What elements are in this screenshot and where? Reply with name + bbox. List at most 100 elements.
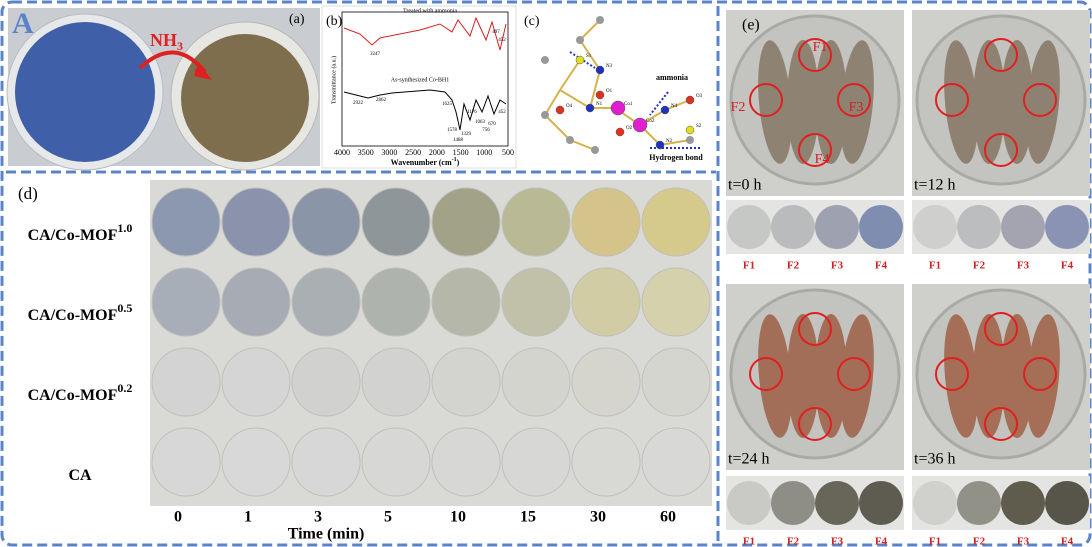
time-label: t=12 h: [914, 177, 955, 194]
shrimp: [1026, 314, 1060, 438]
tick-label: 4000: [334, 148, 350, 157]
film: [291, 427, 361, 497]
peak-label: 452: [498, 38, 506, 43]
tick-label: 2500: [405, 148, 421, 157]
swatch: [1001, 205, 1045, 249]
film: [151, 427, 221, 497]
atom-label: O2: [626, 126, 633, 131]
spot-marker: [984, 38, 1018, 72]
row-name: CA/Co-MOF: [28, 387, 118, 404]
atom: [615, 127, 625, 137]
spot-label: F3: [831, 260, 844, 272]
atom-label: N3: [606, 64, 613, 69]
film: [151, 347, 221, 417]
shrimp: [758, 40, 792, 164]
shrimp: [787, 314, 819, 438]
spot-label: F1: [813, 40, 828, 55]
film: [361, 427, 431, 497]
swatch: [815, 481, 859, 525]
label: Transmittance (a.u.): [330, 56, 337, 104]
film: [501, 347, 571, 417]
label: As-synthesized Co-BH1: [391, 77, 450, 83]
swatch: [913, 205, 957, 249]
shrimp: [944, 314, 978, 438]
shrimp: [815, 40, 847, 164]
row-sup: 0.2: [117, 381, 132, 395]
bond: [569, 139, 596, 151]
spectrum-bottom: [343, 89, 507, 131]
h-bond: [649, 91, 669, 116]
atom: [555, 105, 565, 115]
time-label: 15: [520, 509, 536, 526]
reagent-sub: 3: [177, 39, 183, 53]
h-bond: [569, 51, 596, 69]
spot-marker: [749, 83, 783, 117]
row-name: CA: [68, 467, 92, 484]
time-label: t=24 h: [728, 451, 769, 468]
tick-label: 500: [502, 148, 514, 157]
atom: [595, 90, 605, 100]
atom-label: N4: [671, 104, 678, 109]
label: Treated with ammonia: [403, 8, 457, 14]
peak-label: 1578: [447, 128, 458, 133]
label: A: [12, 7, 34, 40]
swatch: [727, 205, 771, 249]
bond: [659, 139, 691, 146]
time-label: 3: [314, 509, 322, 526]
atom: [685, 125, 695, 135]
atom-label: O3: [696, 94, 703, 99]
plot-bg: [321, 5, 517, 169]
swatch: [957, 481, 1001, 525]
label: (e): [742, 17, 760, 34]
label: (d): [18, 184, 38, 203]
spot-marker: [749, 357, 783, 391]
shrimp: [973, 314, 1005, 438]
film: [501, 267, 571, 337]
row-label: CA: [68, 467, 92, 484]
tick-label: 2000: [429, 148, 445, 157]
time-label: t=36 h: [914, 451, 955, 468]
spot-marker: [798, 407, 832, 441]
spectrum-top: [343, 16, 507, 51]
bond: [544, 89, 561, 116]
film: [571, 347, 641, 417]
spot-label: F4: [875, 260, 888, 272]
peak-label: 3247: [370, 52, 381, 57]
label: (b): [326, 14, 343, 29]
film: [361, 187, 431, 257]
swatch: [859, 481, 903, 525]
atom-label: S2: [696, 124, 702, 129]
row-name: CA/Co-MOF: [28, 307, 118, 324]
swatch: [1045, 481, 1089, 525]
reagent: NH3: [150, 30, 183, 53]
time-label: 10: [450, 509, 466, 526]
bond: [544, 114, 571, 141]
swatch: [815, 205, 859, 249]
film: [501, 187, 571, 257]
film: [361, 267, 431, 337]
spot-marker: [984, 312, 1018, 346]
film: [641, 427, 711, 497]
film: [431, 267, 501, 337]
bond: [579, 19, 601, 41]
spot-marker: [935, 83, 969, 117]
atom: [685, 95, 695, 105]
label: ammonia: [656, 73, 688, 82]
axis-title-end: ): [457, 158, 460, 167]
time-label: 60: [660, 509, 676, 526]
carbon: [591, 146, 599, 154]
spot-marker: [1023, 83, 1057, 117]
atom: [595, 65, 605, 75]
axis-title: Wavenumber (cm-1): [391, 157, 460, 166]
film: [641, 267, 711, 337]
row-label: CA/Co-MOF0.2: [28, 381, 133, 404]
spot-label: F4: [875, 536, 888, 547]
atom-label: Co2: [646, 119, 655, 124]
peak-label: 1625: [442, 102, 453, 107]
spot-marker: [837, 83, 871, 117]
tick-label: 1000: [476, 148, 492, 157]
peak-label: 497: [492, 30, 500, 35]
spot-marker: [798, 312, 832, 346]
atom: [655, 140, 665, 150]
